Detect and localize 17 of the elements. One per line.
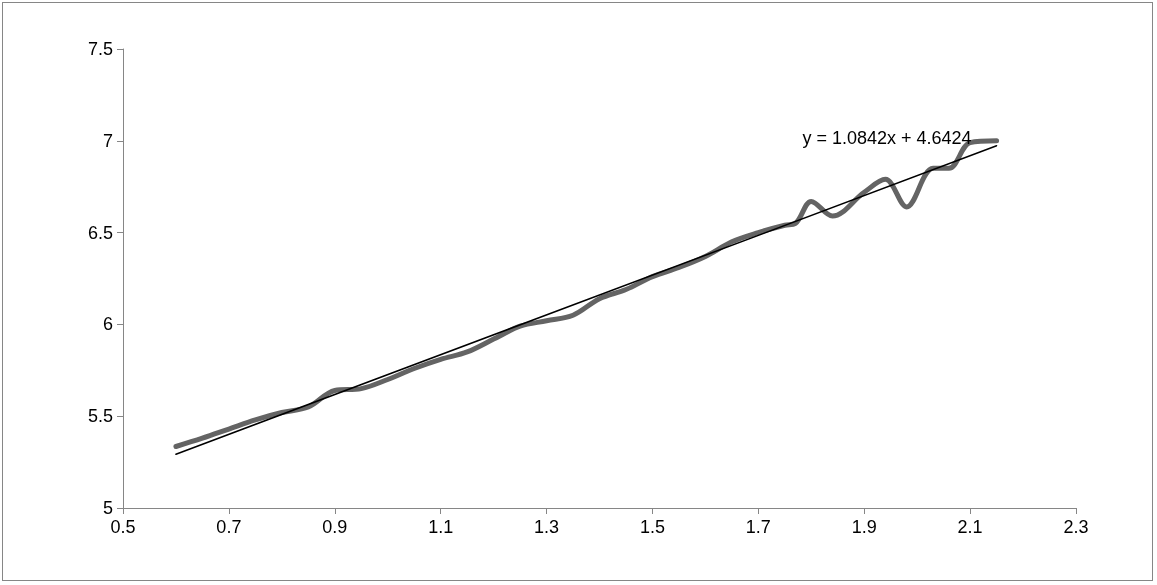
x-tick-label: 1.9	[851, 517, 877, 537]
x-tick-label: 1.7	[745, 517, 771, 537]
y-tick-label: 7	[102, 130, 113, 151]
x-tick-label: 2.3	[1063, 517, 1089, 537]
y-tick-label: 6.5	[87, 222, 113, 243]
x-tick-label: 1.1	[428, 517, 454, 537]
x-tick-label: 1.3	[534, 517, 560, 537]
x-tick-label: 2.1	[957, 517, 983, 537]
x-tick-label: 1.5	[639, 517, 665, 537]
x-tick-label: 0.5	[110, 517, 136, 537]
y-tick-label: 6	[102, 314, 113, 335]
annotation: y = 1.0842x + 4.6424	[802, 127, 972, 148]
x-tick-label: 0.9	[322, 517, 348, 537]
x-tick-label: 0.7	[216, 517, 242, 537]
y-tick-label: 5	[102, 498, 113, 518]
y-tick-label: 5.5	[87, 406, 113, 427]
y-tick-label: 7.5	[87, 39, 113, 59]
